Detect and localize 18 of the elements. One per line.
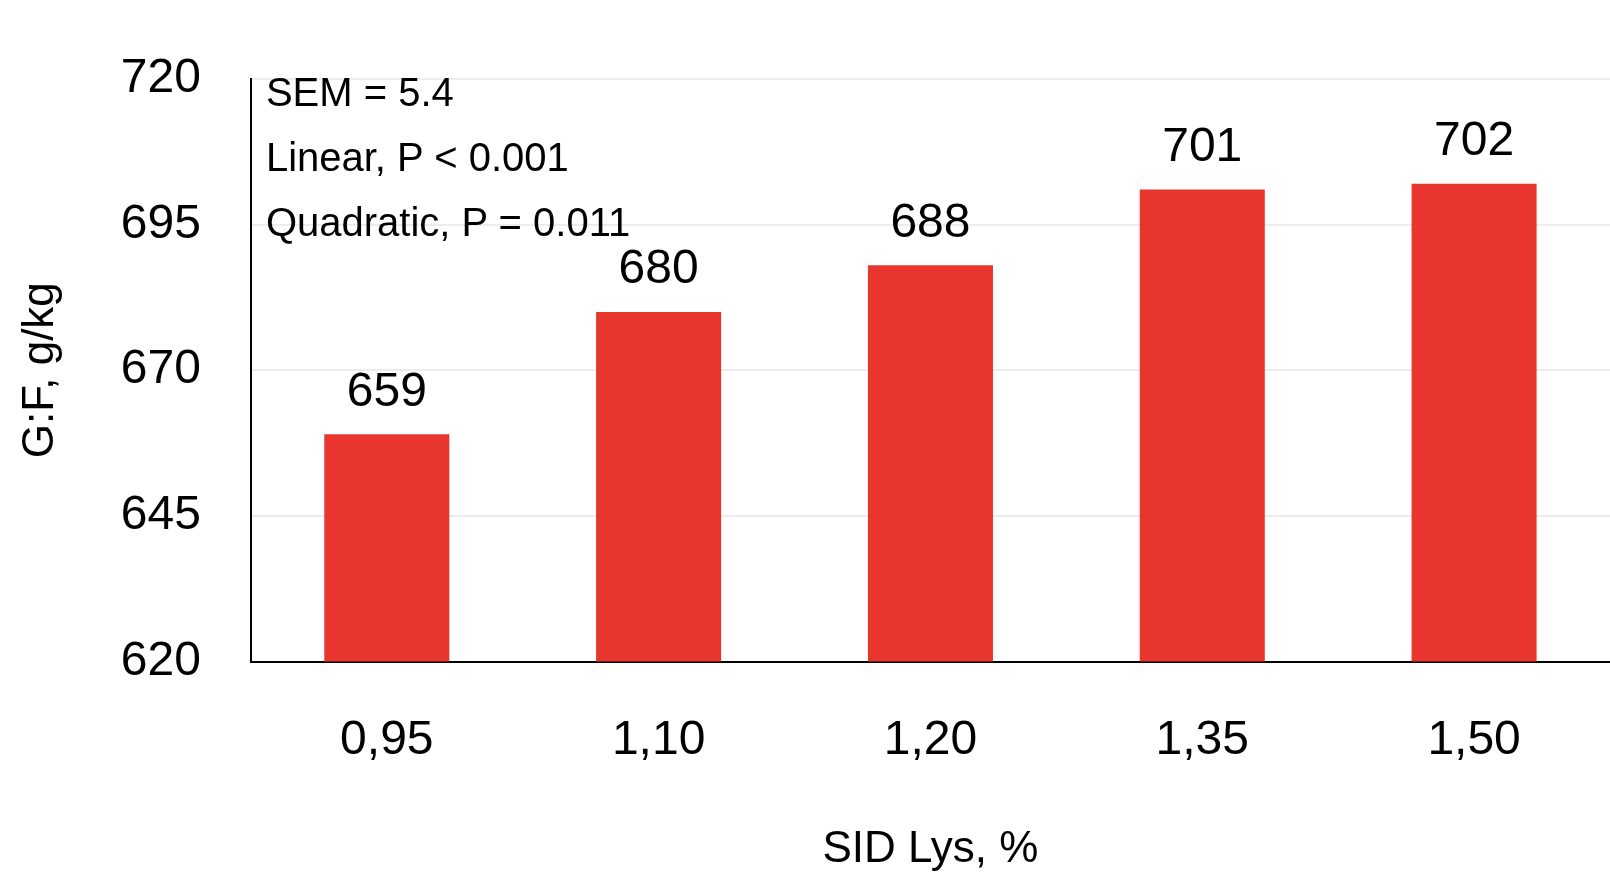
y-tick-label: 695 (120, 194, 201, 248)
x-tick-label: 1,10 (611, 710, 706, 764)
annotation: Linear, P < 0.001 (265, 134, 569, 179)
y-tick-label: 620 (120, 631, 201, 685)
data-label: 659 (346, 362, 427, 416)
y-tick-label: 645 (120, 486, 201, 540)
y-axis-title: G:F, g/kg (12, 282, 62, 459)
data-label: 702 (1434, 111, 1515, 165)
data-label: 701 (1162, 117, 1243, 171)
x-tick-label: 1,50 (1427, 710, 1521, 764)
y-tick-label: 670 (120, 340, 201, 394)
x-tick-label: 1,35 (1155, 710, 1249, 764)
x-tick-label: 1,20 (883, 710, 978, 764)
x-axis-title: SID Lys, % (822, 821, 1039, 871)
y-tick-label: 720 (120, 49, 201, 103)
data-label: 688 (890, 193, 971, 247)
annotation: SEM = 5.4 (265, 69, 454, 114)
x-tick-label: 0,95 (340, 710, 434, 764)
